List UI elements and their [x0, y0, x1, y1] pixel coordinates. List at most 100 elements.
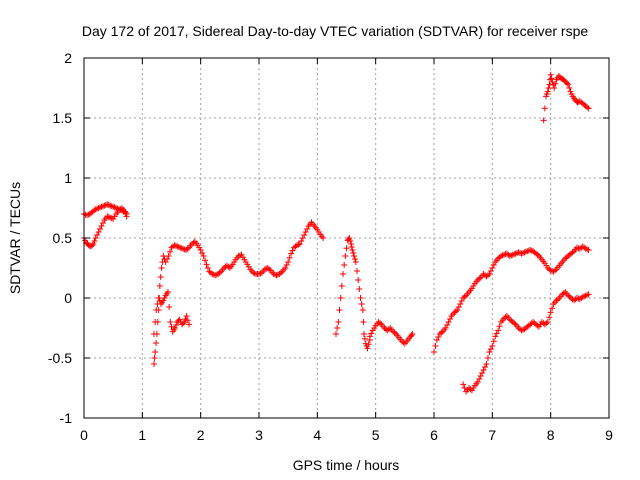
- data-point-marker: [343, 245, 350, 252]
- data-point-marker: [92, 206, 99, 213]
- x-tick-label: 2: [197, 427, 205, 443]
- data-point-marker: [157, 274, 164, 280]
- data-point-marker: [544, 319, 551, 325]
- data-point-marker: [288, 250, 295, 257]
- data-point-marker: [442, 325, 449, 331]
- data-point-marker: [408, 332, 415, 339]
- data-point-marker: [95, 229, 102, 235]
- data-point-marker: [391, 329, 398, 336]
- data-point-marker: [235, 253, 242, 259]
- data-point-marker: [549, 268, 556, 274]
- data-point-marker: [299, 235, 306, 241]
- data-point-marker: [368, 330, 375, 337]
- data-point-marker: [447, 316, 454, 322]
- data-point-marker: [545, 85, 552, 91]
- data-point-marker: [225, 263, 232, 270]
- x-axis-label: GPS time / hours: [293, 457, 400, 473]
- data-point-marker: [354, 268, 360, 274]
- data-point-marker: [385, 326, 392, 333]
- x-tick-label: 6: [430, 427, 438, 443]
- x-tick-label: 3: [255, 427, 263, 443]
- series-arc-1b: [81, 205, 130, 250]
- data-point-marker: [184, 317, 191, 324]
- data-point-marker: [502, 251, 509, 258]
- data-point-marker: [83, 212, 90, 219]
- data-point-marker: [477, 373, 484, 379]
- data-point-marker: [366, 333, 373, 340]
- data-point-marker: [585, 291, 592, 298]
- y-tick-label: 0: [64, 290, 72, 306]
- data-point-marker: [534, 322, 541, 329]
- data-point-marker: [508, 252, 515, 259]
- data-point-marker: [518, 327, 525, 334]
- data-point-marker: [111, 204, 118, 211]
- data-point-marker: [164, 256, 171, 262]
- data-point-marker: [204, 265, 211, 271]
- x-tick-label: 1: [138, 427, 146, 443]
- data-point-marker: [506, 253, 513, 259]
- data-point-marker: [544, 88, 551, 95]
- data-point-marker: [152, 319, 159, 325]
- data-point-marker: [445, 319, 452, 325]
- y-tick-label: -1: [60, 410, 73, 426]
- data-point-marker: [286, 254, 293, 261]
- chart-title: Day 172 of 2017, Sidereal Day-to-day VTE…: [82, 23, 588, 39]
- data-point-marker: [357, 295, 364, 301]
- data-point-marker: [165, 289, 171, 295]
- data-point-marker: [151, 355, 158, 361]
- data-point-marker: [575, 295, 582, 302]
- data-point-marker: [584, 246, 591, 253]
- data-point-marker: [474, 379, 481, 385]
- data-point-marker: [151, 331, 157, 337]
- data-point-marker: [153, 340, 160, 346]
- data-point-marker: [432, 343, 439, 349]
- data-point-marker: [483, 361, 490, 367]
- data-point-marker: [509, 251, 516, 258]
- data-point-marker: [585, 105, 592, 112]
- data-point-marker: [177, 244, 184, 251]
- data-point-marker: [99, 203, 106, 210]
- data-point-marker: [564, 80, 570, 87]
- data-point-marker: [173, 322, 180, 328]
- data-point-marker: [175, 244, 182, 250]
- data-point-marker: [186, 321, 192, 328]
- data-point-marker: [333, 331, 339, 337]
- data-point-marker: [160, 253, 167, 259]
- data-point-marker: [546, 314, 553, 321]
- data-point-marker: [352, 259, 359, 265]
- data-point-marker: [487, 346, 494, 352]
- data-point-marker: [361, 335, 368, 342]
- data-point-marker: [433, 337, 440, 343]
- data-point-marker: [498, 253, 505, 259]
- data-point-marker: [302, 229, 309, 235]
- x-tick-label: 7: [488, 427, 496, 443]
- data-point-marker: [551, 85, 558, 91]
- data-point-marker: [560, 290, 567, 297]
- data-point-marker: [338, 283, 345, 289]
- x-tick-label: 0: [80, 427, 88, 443]
- data-point-marker: [266, 266, 273, 273]
- data-point-marker: [178, 245, 185, 252]
- data-point-marker: [346, 235, 353, 241]
- y-tick-label: 0.5: [53, 230, 73, 246]
- data-point-marker: [480, 367, 487, 373]
- data-point-marker: [105, 214, 112, 220]
- tick-layer: 0 1 2 3 4 5 6 7 8 9 -1 -0.5 0 0.5 1 1.5 2: [48, 50, 613, 443]
- series-arc-6: [540, 71, 592, 124]
- data-point-marker: [97, 204, 104, 211]
- data-point-marker: [97, 226, 104, 232]
- series-arc-4: [366, 319, 416, 347]
- data-point-marker: [400, 339, 407, 346]
- data-point-marker: [190, 239, 197, 246]
- data-point-marker: [409, 331, 416, 337]
- data-point-marker: [565, 81, 572, 88]
- data-point-marker: [277, 269, 284, 276]
- data-point-marker: [180, 320, 187, 327]
- x-tick-label: 8: [547, 427, 555, 443]
- data-point-marker: [99, 220, 106, 226]
- data-point-marker: [123, 213, 130, 220]
- data-point-marker: [95, 205, 102, 211]
- data-point-marker: [200, 253, 207, 259]
- data-point-marker: [361, 331, 367, 337]
